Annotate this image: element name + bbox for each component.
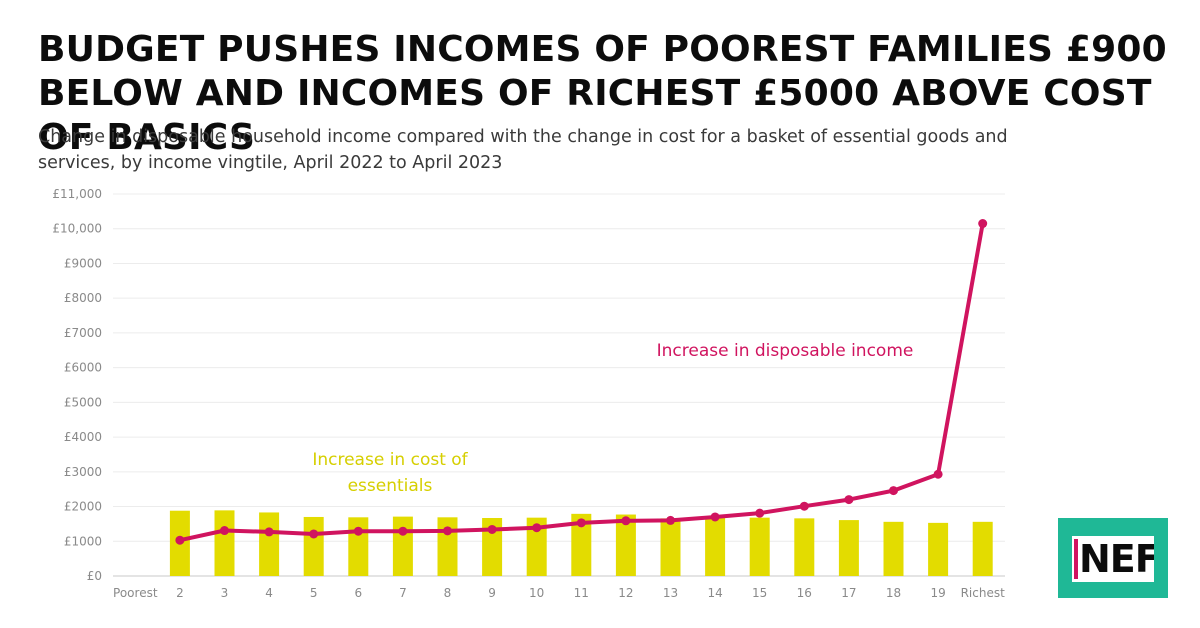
line-point-disposable-income: [576, 518, 586, 528]
bar-essentials-cost: [392, 516, 413, 576]
y-tick-label: £4000: [64, 430, 102, 444]
line-point-disposable-income: [621, 516, 631, 526]
bar-essentials-cost: [259, 512, 280, 576]
y-tick-label: £1000: [64, 534, 102, 548]
x-tick-label: 5: [310, 586, 318, 600]
line-point-disposable-income: [710, 512, 720, 522]
y-tick-label: £3000: [64, 465, 102, 479]
annotations: Increase in disposable income Increase in…: [312, 341, 913, 496]
bar-essentials-cost: [615, 514, 636, 576]
x-tick-label: 2: [176, 586, 184, 600]
bar-essentials-cost: [972, 521, 993, 576]
line-point-disposable-income: [799, 501, 809, 511]
line-point-disposable-income: [844, 495, 854, 505]
y-tick-label: £11,000: [52, 187, 102, 201]
x-tick-label: 8: [444, 586, 452, 600]
bar-essentials-cost: [928, 522, 949, 576]
x-tick-label: 7: [399, 586, 407, 600]
line-point-disposable-income: [398, 526, 408, 536]
x-tick-label: 18: [886, 586, 901, 600]
line-point-disposable-income: [532, 523, 542, 533]
nef-logo-accent-bar: [1074, 539, 1078, 579]
annotation-cost-of-essentials: Increase in cost of: [312, 450, 468, 470]
line-disposable-income: [177, 221, 985, 543]
line-point-disposable-income: [487, 524, 497, 534]
line-point-disposable-income: [309, 529, 319, 539]
y-tick-label: £8000: [64, 291, 102, 305]
line-point-disposable-income: [666, 515, 675, 525]
bar-essentials-cost: [526, 517, 547, 576]
bar-essentials-cost: [214, 510, 235, 576]
y-tick-label: £0: [87, 569, 102, 583]
bar-essentials-cost: [883, 521, 904, 576]
x-tick-label: 6: [354, 586, 362, 600]
x-tick-label: 10: [529, 586, 544, 600]
x-tick-label: 3: [221, 586, 229, 600]
y-tick-label: £9000: [64, 256, 102, 270]
y-tick-label: £10,000: [52, 222, 102, 236]
line-series: [175, 219, 988, 545]
line-point-disposable-income: [353, 526, 363, 536]
x-tick-label: Richest: [961, 586, 1006, 600]
bar-essentials-cost: [571, 513, 592, 576]
bar-essentials-cost: [482, 518, 503, 576]
nef-logo: NEF: [1058, 518, 1168, 598]
chart-title: BUDGET PUSHES INCOMES OF POOREST FAMILIE…: [38, 29, 1167, 158]
annotation-disposable-income: Increase in disposable income: [657, 341, 914, 361]
x-tick-label: 9: [488, 586, 496, 600]
x-tick-label: 15: [752, 586, 767, 600]
x-tick-label: 13: [663, 586, 678, 600]
line-point-disposable-income: [443, 526, 452, 536]
y-tick-label: £2000: [64, 500, 102, 514]
bar-essentials-cost: [437, 517, 458, 576]
y-tick-label: £7000: [64, 326, 102, 340]
line-point-disposable-income: [933, 469, 943, 479]
bar-essentials-cost: [348, 517, 369, 576]
nef-logo-text: NEF: [1079, 537, 1154, 581]
x-tick-label: 11: [574, 586, 589, 600]
line-point-disposable-income: [889, 486, 898, 496]
bar-essentials-cost: [705, 516, 726, 576]
x-tick-label: 4: [265, 586, 273, 600]
annotation-cost-of-essentials: essentials: [348, 476, 433, 496]
line-point-disposable-income: [755, 508, 765, 518]
x-tick-label: 17: [841, 586, 856, 600]
chart-subtitle: Change in disposable household income co…: [38, 127, 1008, 173]
line-point-disposable-income: [175, 535, 185, 545]
bar-essentials-cost: [794, 518, 815, 576]
bar-essentials-cost: [749, 517, 770, 576]
x-tick-label: 12: [618, 586, 633, 600]
gridlines: [113, 193, 1005, 577]
bar-essentials-cost: [303, 516, 324, 576]
y-tick-label: £5000: [64, 395, 102, 409]
line-point-disposable-income: [220, 526, 229, 536]
y-axis-ticks: £0 £1000 £2000 £3000 £4000 £5000 £6000 £7000 £80…: [52, 187, 102, 583]
x-tick-label: 19: [930, 586, 945, 600]
line-point-disposable-income: [978, 219, 988, 229]
x-tick-label: 14: [707, 586, 722, 600]
x-axis-ticks: Poorest 2 3 4 5 6 7 8 9 10 11 12 13 14 15 16 17 18 19 Riche…: [113, 586, 1005, 600]
bar-essentials-cost: [838, 520, 859, 576]
x-tick-label: Poorest: [113, 586, 158, 600]
nef-logo-panel: NEF: [1072, 536, 1154, 582]
y-tick-label: £6000: [64, 361, 102, 375]
x-tick-label: 16: [797, 586, 812, 600]
bar-essentials-cost: [660, 518, 681, 576]
line-point-disposable-income: [264, 527, 274, 537]
